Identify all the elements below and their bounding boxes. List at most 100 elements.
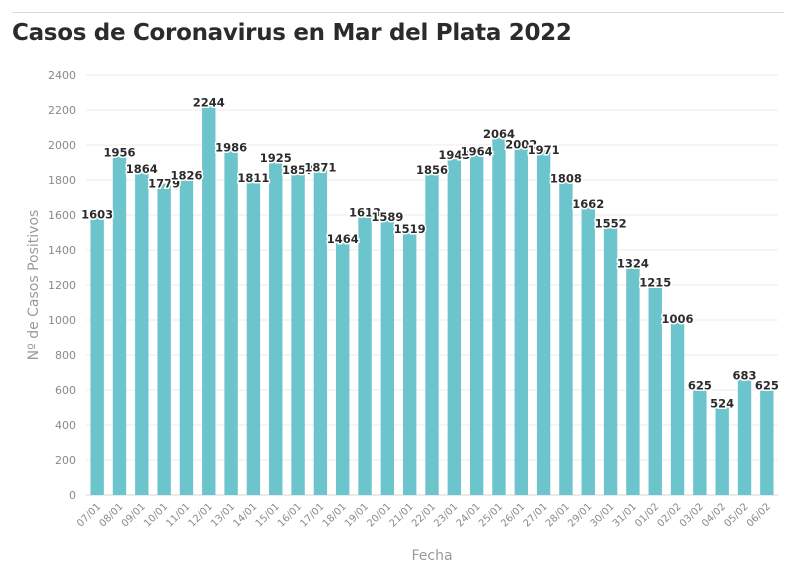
data-label: 524 — [710, 396, 734, 410]
x-tick-label: 06/02 — [745, 501, 773, 529]
bar — [581, 204, 595, 495]
x-tick-label: 11/01 — [164, 501, 192, 529]
data-label: 2244 — [193, 95, 225, 109]
x-tick-label: 17/01 — [298, 501, 326, 529]
x-tick-label: 03/02 — [678, 501, 706, 529]
data-label: 1324 — [617, 256, 649, 270]
bar — [648, 282, 662, 495]
y-tick-label: 2400 — [48, 69, 76, 82]
bar — [269, 158, 283, 495]
data-label: 1864 — [126, 162, 158, 176]
y-tick-label: 200 — [55, 454, 76, 467]
bar — [626, 263, 640, 495]
data-label: 1964 — [461, 144, 493, 158]
x-tick-label: 21/01 — [388, 501, 416, 529]
data-label: 1808 — [550, 172, 582, 186]
bar — [737, 375, 752, 495]
bar — [358, 212, 372, 495]
bar — [536, 150, 551, 495]
bar — [112, 152, 127, 495]
data-label: 625 — [688, 379, 712, 393]
x-tick-label: 19/01 — [343, 501, 371, 529]
x-tick-label: 04/02 — [700, 501, 728, 529]
data-label: 683 — [733, 368, 757, 382]
data-label: 1857 — [282, 163, 314, 177]
x-tick-label: 01/02 — [633, 501, 661, 529]
bar — [380, 216, 395, 496]
y-axis-label: Nº de Casos Positivos — [26, 210, 42, 361]
data-label: 1779 — [148, 177, 180, 191]
bar — [670, 318, 685, 495]
x-tick-label: 26/01 — [499, 501, 527, 529]
data-label: 1811 — [237, 171, 269, 185]
x-tick-label: 30/01 — [589, 501, 617, 529]
x-tick-label: 07/01 — [75, 501, 103, 529]
data-label: 1971 — [528, 143, 560, 157]
x-tick-label: 24/01 — [455, 501, 483, 529]
data-label: 1215 — [639, 275, 671, 289]
bar — [202, 102, 216, 496]
x-axis-label: Fecha — [411, 548, 452, 564]
x-tick-label: 08/01 — [97, 501, 125, 529]
x-tick-label: 16/01 — [276, 501, 304, 529]
bar — [179, 175, 194, 495]
data-label: 1603 — [81, 207, 113, 221]
data-label: 1552 — [595, 216, 627, 230]
bar — [135, 168, 149, 496]
y-tick-label: 0 — [69, 489, 76, 502]
x-tick-label: 15/01 — [254, 501, 282, 529]
y-tick-label: 2000 — [48, 139, 76, 152]
bar — [425, 170, 439, 495]
data-label: 1006 — [662, 312, 694, 326]
bar — [492, 133, 506, 496]
data-label: 1826 — [170, 168, 202, 182]
x-tick-label: 27/01 — [522, 501, 550, 529]
data-label: 1662 — [572, 197, 604, 211]
data-label: 1986 — [215, 140, 247, 154]
bar — [559, 178, 573, 495]
bars — [90, 102, 774, 496]
data-label: 1871 — [304, 161, 336, 175]
data-label: 2064 — [483, 127, 515, 141]
bar — [157, 183, 171, 496]
x-tick-label: 02/02 — [656, 501, 684, 529]
bar — [447, 154, 462, 495]
bar — [336, 238, 350, 496]
data-label: 1925 — [260, 151, 292, 165]
x-tick-label: 31/01 — [611, 501, 639, 529]
x-tick-label: 14/01 — [231, 501, 259, 529]
x-tick-label: 28/01 — [544, 501, 572, 529]
data-label: 1613 — [349, 206, 381, 220]
x-tick-label: 22/01 — [410, 501, 438, 529]
data-label: 1519 — [394, 222, 426, 236]
bar — [693, 385, 707, 495]
x-tick-label: 23/01 — [432, 501, 460, 529]
x-tick-label: 29/01 — [566, 501, 594, 529]
bar — [402, 229, 417, 496]
y-tick-label: 600 — [55, 384, 76, 397]
y-tick-label: 1800 — [48, 174, 76, 187]
x-tick-label: 13/01 — [209, 501, 237, 529]
x-tick-label: 18/01 — [321, 501, 349, 529]
y-axis-ticks: 0 200 400 600 800 1000 1200 1400 1600 1800 2000 220… — [48, 69, 76, 502]
data-label: 1856 — [416, 163, 448, 177]
y-tick-label: 1600 — [48, 209, 76, 222]
bar — [291, 170, 305, 495]
x-tick-label: 25/01 — [477, 501, 505, 529]
chart-title: Casos de Coronavirus en Mar del Plata 20… — [12, 20, 572, 46]
bar — [715, 403, 729, 495]
y-tick-label: 400 — [55, 419, 76, 432]
bar — [760, 385, 774, 495]
bar — [246, 178, 261, 495]
bar — [603, 223, 618, 495]
x-tick-label: 09/01 — [120, 501, 148, 529]
top-divider — [12, 12, 784, 13]
bar — [224, 147, 238, 495]
data-label: 1956 — [103, 146, 135, 160]
y-tick-label: 2200 — [48, 104, 76, 117]
data-label: 1589 — [371, 210, 403, 224]
data-label: 625 — [755, 379, 779, 393]
y-tick-label: 1400 — [48, 244, 76, 257]
